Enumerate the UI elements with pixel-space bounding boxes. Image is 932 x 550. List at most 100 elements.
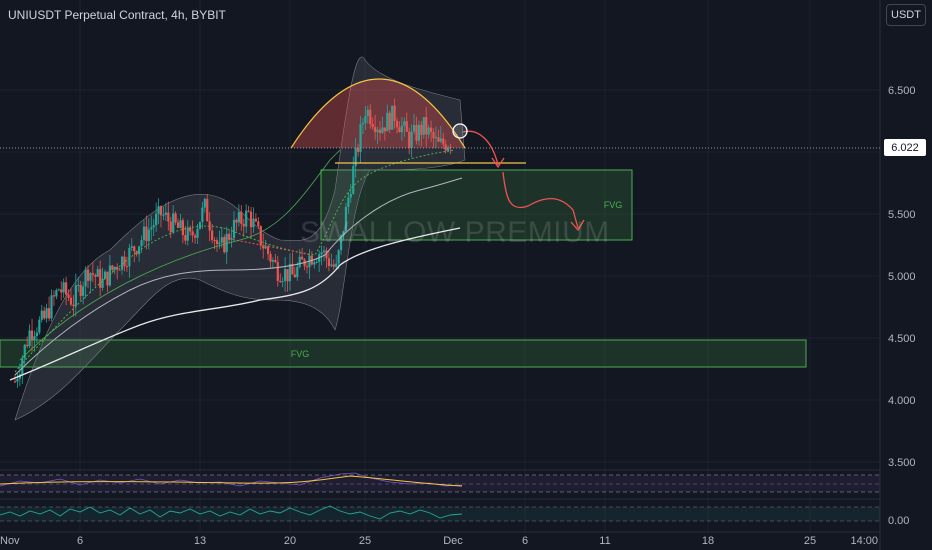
candle-body [254,218,257,222]
candle-body [164,212,167,215]
candle-body [135,251,138,255]
candle-body [386,112,389,132]
fvg-zone-upper[interactable] [320,169,633,241]
candle-body [262,245,265,249]
candle-body [23,344,26,359]
candle-body [67,294,70,298]
x-tick: Dec [443,535,463,547]
candle-body [133,246,136,252]
candle-body [72,304,75,306]
candle-body [99,269,102,288]
candle-body [50,295,53,319]
candle-body [232,219,236,239]
candle-body [408,131,411,148]
candle-body [140,240,143,247]
reversal-marker[interactable] [452,123,468,139]
candle-body [186,227,189,241]
candle-body [281,281,284,283]
candle-body [366,109,369,116]
candle-body [259,225,262,246]
candle-body [169,221,172,233]
candle-body [412,125,416,132]
candle-body [405,121,408,132]
candle-body [376,129,379,133]
ma-grey-line [14,177,463,376]
candle-body [361,122,365,125]
candle-body [130,246,133,248]
candle-body [335,263,338,267]
candle-body [40,310,43,320]
candle-body [30,330,34,340]
candle-body [417,124,421,141]
candle-body [174,213,177,223]
candle-body [357,147,360,152]
candle-body [322,250,326,253]
candle-body [415,125,418,141]
candle-body [427,127,430,135]
candle-body [125,266,129,268]
candle-body [364,115,367,123]
candle-body [398,127,401,133]
candle-body [315,261,318,263]
candle-body [257,221,260,226]
candle-body [352,166,355,194]
candle-body [374,127,377,133]
candle-body [13,381,17,383]
candle-body [77,284,80,286]
candle-body [437,137,440,142]
y-tick: 5.500 [888,209,916,221]
candle-body [181,220,184,236]
grid [0,0,880,532]
watermark: SWALLOW PREMIUM [300,216,610,249]
indicator-tick: 0.00 [888,515,909,527]
candle-body [38,319,41,333]
candle-body [176,222,180,228]
candle-body [152,225,155,228]
candle-body [434,137,438,139]
candle-body [57,289,60,291]
candle-body [167,212,170,222]
candle-body [235,219,238,223]
bollinger-band [14,56,466,421]
candle-body [220,237,223,243]
candle-body [145,226,148,242]
candle-body [198,221,202,229]
candle-body [245,210,248,227]
rsi-pane [0,469,880,493]
fvg-zone-lower[interactable] [0,339,807,368]
candle-body [138,246,141,255]
macd-pane [0,498,880,522]
y-tick: 5.000 [888,271,916,283]
candle-body [301,256,304,260]
candle-body [395,120,399,128]
rounded-top-outline [290,78,466,149]
forecast-arrow-2[interactable] [502,171,579,229]
fvg-label-lower: FVG [291,349,310,359]
candle-body [410,131,413,148]
candle-body [393,105,396,121]
candle-body [291,263,294,275]
candle-body [120,256,124,270]
y-tick: 6.500 [888,85,916,97]
candle-body [155,213,158,226]
ma-red-dotted-line [224,237,311,256]
candle-body [284,269,287,282]
candle-body [52,295,56,297]
candle-body [159,206,163,216]
candle-body [96,269,99,277]
ma-green-line [14,149,456,373]
candle-body [26,344,29,346]
currency-button[interactable]: USDT [886,4,926,26]
time-axis: Nov 6 13 20 25 Dec 6 11 18 25 14:00 [0,531,880,547]
candle-body [296,266,299,278]
trend-line-green [19,149,341,361]
chart-title: UNIUSDT Perpetual Contract, 4h, BYBIT [8,8,226,22]
candle-body [327,258,330,266]
candle-body [337,250,340,264]
y-tick: 4.500 [888,333,916,345]
x-tick: 14:00 [850,535,878,547]
candle-body [179,220,182,228]
x-tick: 13 [194,535,206,547]
candle-body [142,226,146,241]
